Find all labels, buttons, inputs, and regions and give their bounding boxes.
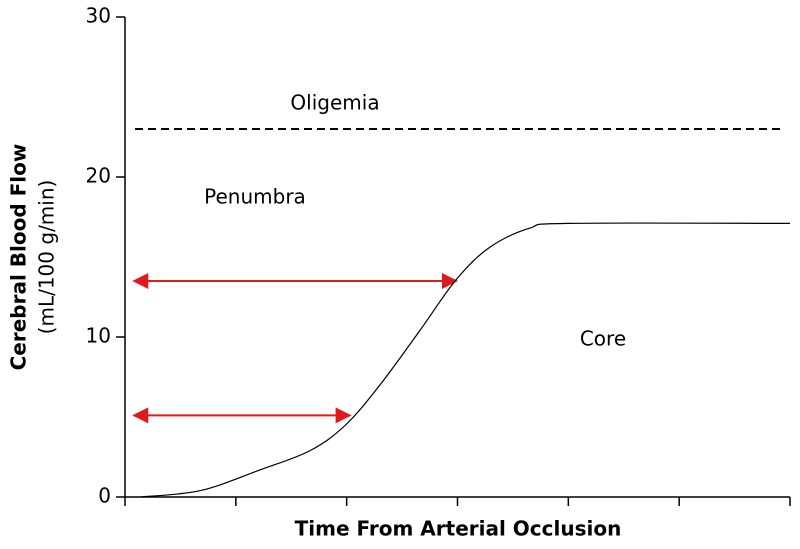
data-line: [140, 222, 791, 498]
y-axis-label: (mL/100 g/min): [35, 180, 59, 335]
y-tick-label: 30: [86, 4, 111, 28]
y-tick-label: 0: [98, 484, 111, 508]
annotation: Oligemia: [290, 91, 379, 115]
y-tick-label: 10: [86, 324, 111, 348]
annotation: Penumbra: [204, 185, 306, 209]
y-axis-label: Cerebral Blood Flow: [7, 144, 31, 371]
y-tick-label: 20: [86, 164, 111, 188]
annotation: Core: [580, 327, 626, 351]
x-axis-label: Time From Arterial Occlusion: [295, 517, 622, 541]
